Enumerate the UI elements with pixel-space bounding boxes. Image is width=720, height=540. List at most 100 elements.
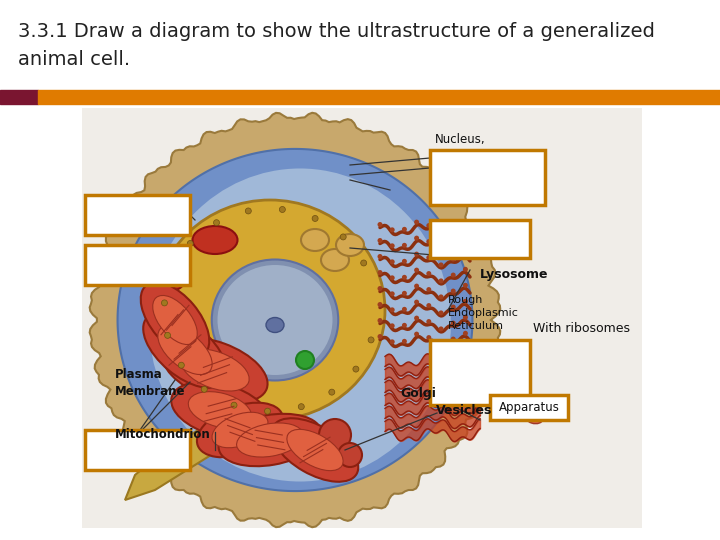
Circle shape — [179, 362, 184, 368]
Ellipse shape — [140, 282, 210, 358]
Circle shape — [402, 227, 407, 232]
Circle shape — [438, 279, 444, 284]
Circle shape — [414, 235, 419, 241]
Bar — [38, 90, 720, 104]
Ellipse shape — [217, 265, 333, 375]
Circle shape — [451, 336, 456, 342]
Circle shape — [463, 267, 468, 272]
Circle shape — [169, 268, 175, 274]
Circle shape — [451, 273, 456, 278]
Circle shape — [463, 251, 468, 256]
Circle shape — [402, 339, 407, 344]
Circle shape — [438, 342, 444, 347]
Bar — [85, 245, 190, 285]
Circle shape — [426, 303, 431, 308]
Circle shape — [377, 254, 382, 259]
Circle shape — [402, 291, 407, 296]
Bar — [0, 90, 38, 104]
Circle shape — [451, 241, 456, 246]
Ellipse shape — [189, 392, 252, 428]
Circle shape — [377, 286, 382, 291]
Circle shape — [377, 270, 382, 275]
Circle shape — [231, 402, 237, 408]
Bar — [490, 395, 568, 420]
Ellipse shape — [212, 412, 268, 448]
Text: Nucleus,: Nucleus, — [435, 133, 485, 146]
Circle shape — [214, 220, 220, 226]
Circle shape — [402, 243, 407, 248]
Circle shape — [390, 323, 395, 328]
Circle shape — [438, 231, 444, 235]
Text: 3.3.1 Draw a diagram to show the ultrastructure of a generalized: 3.3.1 Draw a diagram to show the ultrast… — [18, 22, 655, 41]
Circle shape — [426, 287, 431, 292]
Circle shape — [161, 300, 168, 306]
Circle shape — [426, 271, 431, 276]
Circle shape — [426, 239, 431, 244]
Text: animal cell.: animal cell. — [18, 50, 130, 69]
Ellipse shape — [192, 226, 238, 254]
Ellipse shape — [336, 234, 364, 256]
Circle shape — [377, 238, 382, 243]
Circle shape — [463, 299, 468, 304]
Ellipse shape — [271, 418, 359, 482]
Circle shape — [451, 305, 456, 309]
Circle shape — [414, 220, 419, 225]
Ellipse shape — [506, 396, 526, 411]
Circle shape — [264, 408, 271, 414]
Circle shape — [451, 225, 456, 230]
Circle shape — [463, 235, 468, 240]
Ellipse shape — [171, 382, 269, 438]
Ellipse shape — [181, 349, 249, 391]
Circle shape — [341, 234, 346, 240]
Circle shape — [353, 366, 359, 372]
Circle shape — [414, 300, 419, 305]
Circle shape — [390, 259, 395, 265]
Circle shape — [312, 215, 318, 221]
Ellipse shape — [488, 384, 508, 400]
Polygon shape — [90, 113, 500, 527]
Text: Vesicles: Vesicles — [436, 404, 492, 417]
Circle shape — [390, 227, 395, 232]
Ellipse shape — [212, 260, 338, 381]
Circle shape — [377, 302, 382, 307]
Circle shape — [463, 219, 468, 224]
Circle shape — [298, 404, 305, 410]
Circle shape — [414, 315, 419, 321]
Polygon shape — [125, 415, 255, 500]
Text: Golgi: Golgi — [400, 388, 436, 401]
Circle shape — [438, 326, 444, 332]
Circle shape — [451, 256, 456, 261]
Circle shape — [338, 443, 362, 467]
Circle shape — [438, 310, 444, 315]
Circle shape — [414, 332, 419, 336]
Ellipse shape — [145, 268, 185, 292]
Circle shape — [402, 259, 407, 264]
Ellipse shape — [301, 229, 329, 251]
Circle shape — [361, 260, 366, 266]
Text: Mitochondrion: Mitochondrion — [115, 428, 211, 441]
Circle shape — [402, 307, 407, 312]
Circle shape — [463, 315, 468, 320]
Circle shape — [296, 351, 314, 369]
Ellipse shape — [266, 318, 284, 333]
Circle shape — [414, 284, 419, 288]
Bar — [82, 108, 642, 528]
Bar — [85, 195, 190, 235]
Ellipse shape — [237, 423, 303, 457]
Circle shape — [390, 292, 395, 296]
Ellipse shape — [163, 338, 268, 402]
Text: Apparatus: Apparatus — [498, 401, 559, 414]
Ellipse shape — [219, 414, 321, 466]
Bar — [430, 150, 545, 205]
Ellipse shape — [470, 372, 490, 388]
Text: Plasma
Membrane: Plasma Membrane — [115, 368, 186, 398]
Circle shape — [377, 334, 382, 339]
Circle shape — [438, 246, 444, 252]
Circle shape — [414, 252, 419, 256]
Circle shape — [377, 222, 382, 227]
Circle shape — [414, 268, 419, 273]
Circle shape — [390, 339, 395, 345]
Circle shape — [402, 323, 407, 328]
Circle shape — [426, 335, 431, 340]
Circle shape — [165, 332, 171, 339]
